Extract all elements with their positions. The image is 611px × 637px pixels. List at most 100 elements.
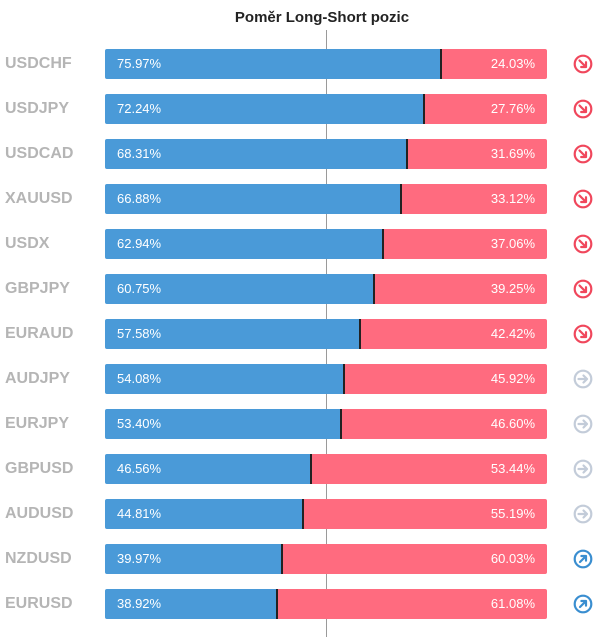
ratio-bar: 66.88% 33.12% (105, 184, 547, 214)
long-bar (105, 49, 441, 79)
long-percent-label: 39.97% (117, 551, 162, 566)
ratio-row-usdchf[interactable]: USDCHF 75.97% 24.03% (0, 49, 611, 79)
short-percent-label: 61.08% (490, 596, 535, 611)
long-bar (105, 274, 374, 304)
long-percent-label: 38.92% (117, 596, 162, 611)
short-bar (401, 184, 547, 214)
arrow-down-right-icon[interactable] (573, 279, 593, 299)
ratio-bar: 72.24% 27.76% (105, 94, 547, 124)
split-marker (359, 319, 361, 349)
long-bar (105, 454, 311, 484)
long-percent-label: 53.40% (117, 416, 162, 431)
short-bar (424, 94, 547, 124)
short-percent-label: 55.19% (490, 506, 535, 521)
short-percent-label: 60.03% (490, 551, 535, 566)
symbol-label: GBPUSD (5, 460, 74, 477)
long-bar (105, 409, 341, 439)
split-marker (423, 94, 425, 124)
ratio-bar: 53.40% 46.60% (105, 409, 547, 439)
short-percent-label: 39.25% (490, 281, 535, 296)
ratio-row-audusd[interactable]: AUDUSD 44.81% 55.19% (0, 499, 611, 529)
short-bar (374, 274, 547, 304)
ratio-row-eurjpy[interactable]: EURJPY 53.40% 46.60% (0, 409, 611, 439)
long-bar (105, 364, 344, 394)
symbol-label: USDJPY (5, 100, 70, 117)
ratio-row-usdcad[interactable]: USDCAD 68.31% 31.69% (0, 139, 611, 169)
ratio-row-nzdusd[interactable]: NZDUSD 39.97% 60.03% (0, 544, 611, 574)
short-percent-label: 33.12% (490, 191, 535, 206)
split-marker (406, 139, 408, 169)
long-bar (105, 499, 303, 529)
long-bar (105, 139, 407, 169)
symbol-label: EURAUD (5, 325, 74, 342)
ratio-bar: 39.97% 60.03% (105, 544, 547, 574)
split-marker (281, 544, 283, 574)
long-bar (105, 544, 282, 574)
ratio-row-usdjpy[interactable]: USDJPY 72.24% 27.76% (0, 94, 611, 124)
arrow-down-right-icon[interactable] (573, 234, 593, 254)
split-marker (340, 409, 342, 439)
split-marker (302, 499, 304, 529)
long-percent-label: 60.75% (117, 281, 162, 296)
long-percent-label: 66.88% (117, 191, 162, 206)
symbol-label: USDX (5, 235, 50, 252)
symbol-label: AUDUSD (5, 505, 74, 522)
symbol-label: EURUSD (5, 595, 73, 612)
ratio-bar: 62.94% 37.06% (105, 229, 547, 259)
arrow-right-icon[interactable] (573, 369, 593, 389)
long-percent-label: 72.24% (117, 101, 162, 116)
ratio-row-audjpy[interactable]: AUDJPY 54.08% 45.92% (0, 364, 611, 394)
short-bar (282, 544, 547, 574)
long-percent-label: 44.81% (117, 506, 162, 521)
short-percent-label: 37.06% (490, 236, 535, 251)
ratio-row-gbpusd[interactable]: GBPUSD 46.56% 53.44% (0, 454, 611, 484)
arrow-down-right-icon[interactable] (573, 54, 593, 74)
short-bar (360, 319, 547, 349)
symbol-label: NZDUSD (5, 550, 72, 567)
long-bar (105, 319, 360, 349)
short-percent-label: 53.44% (490, 461, 535, 476)
arrow-right-icon[interactable] (573, 504, 593, 524)
ratio-row-eurusd[interactable]: EURUSD 38.92% 61.08% (0, 589, 611, 619)
split-marker (400, 184, 402, 214)
ratio-row-gbpjpy[interactable]: GBPJPY 60.75% 39.25% (0, 274, 611, 304)
symbol-label: USDCHF (5, 55, 72, 72)
split-marker (276, 589, 278, 619)
arrow-up-right-icon[interactable] (573, 549, 593, 569)
short-percent-label: 24.03% (490, 56, 535, 71)
arrow-down-right-icon[interactable] (573, 144, 593, 164)
arrow-right-icon[interactable] (573, 414, 593, 434)
short-bar (341, 409, 547, 439)
ratio-row-usdx[interactable]: USDX 62.94% 37.06% (0, 229, 611, 259)
arrow-down-right-icon[interactable] (573, 189, 593, 209)
symbol-label: USDCAD (5, 145, 74, 162)
symbol-label: XAUUSD (5, 190, 73, 207)
ratio-row-xauusd[interactable]: XAUUSD 66.88% 33.12% (0, 184, 611, 214)
long-percent-label: 46.56% (117, 461, 162, 476)
arrow-up-right-icon[interactable] (573, 594, 593, 614)
split-marker (440, 49, 442, 79)
arrow-down-right-icon[interactable] (573, 99, 593, 119)
ratio-bar: 57.58% 42.42% (105, 319, 547, 349)
long-percent-label: 68.31% (117, 146, 162, 161)
short-percent-label: 46.60% (490, 416, 535, 431)
short-percent-label: 42.42% (490, 326, 535, 341)
split-marker (373, 274, 375, 304)
long-bar (105, 589, 277, 619)
arrow-right-icon[interactable] (573, 459, 593, 479)
ratio-row-euraud[interactable]: EURAUD 57.58% 42.42% (0, 319, 611, 349)
long-bar (105, 229, 383, 259)
arrow-down-right-icon[interactable] (573, 324, 593, 344)
chart-title: Poměr Long-Short pozic (234, 9, 410, 26)
short-bar (383, 229, 547, 259)
long-percent-label: 75.97% (117, 56, 162, 71)
short-bar (344, 364, 547, 394)
short-percent-label: 31.69% (490, 146, 535, 161)
ratio-bar: 54.08% 45.92% (105, 364, 547, 394)
symbol-label: EURJPY (5, 415, 70, 432)
ratio-bar: 38.92% 61.08% (105, 589, 547, 619)
short-bar (277, 589, 547, 619)
long-percent-label: 54.08% (117, 371, 162, 386)
symbol-label: AUDJPY (5, 370, 70, 387)
long-bar (105, 94, 424, 124)
